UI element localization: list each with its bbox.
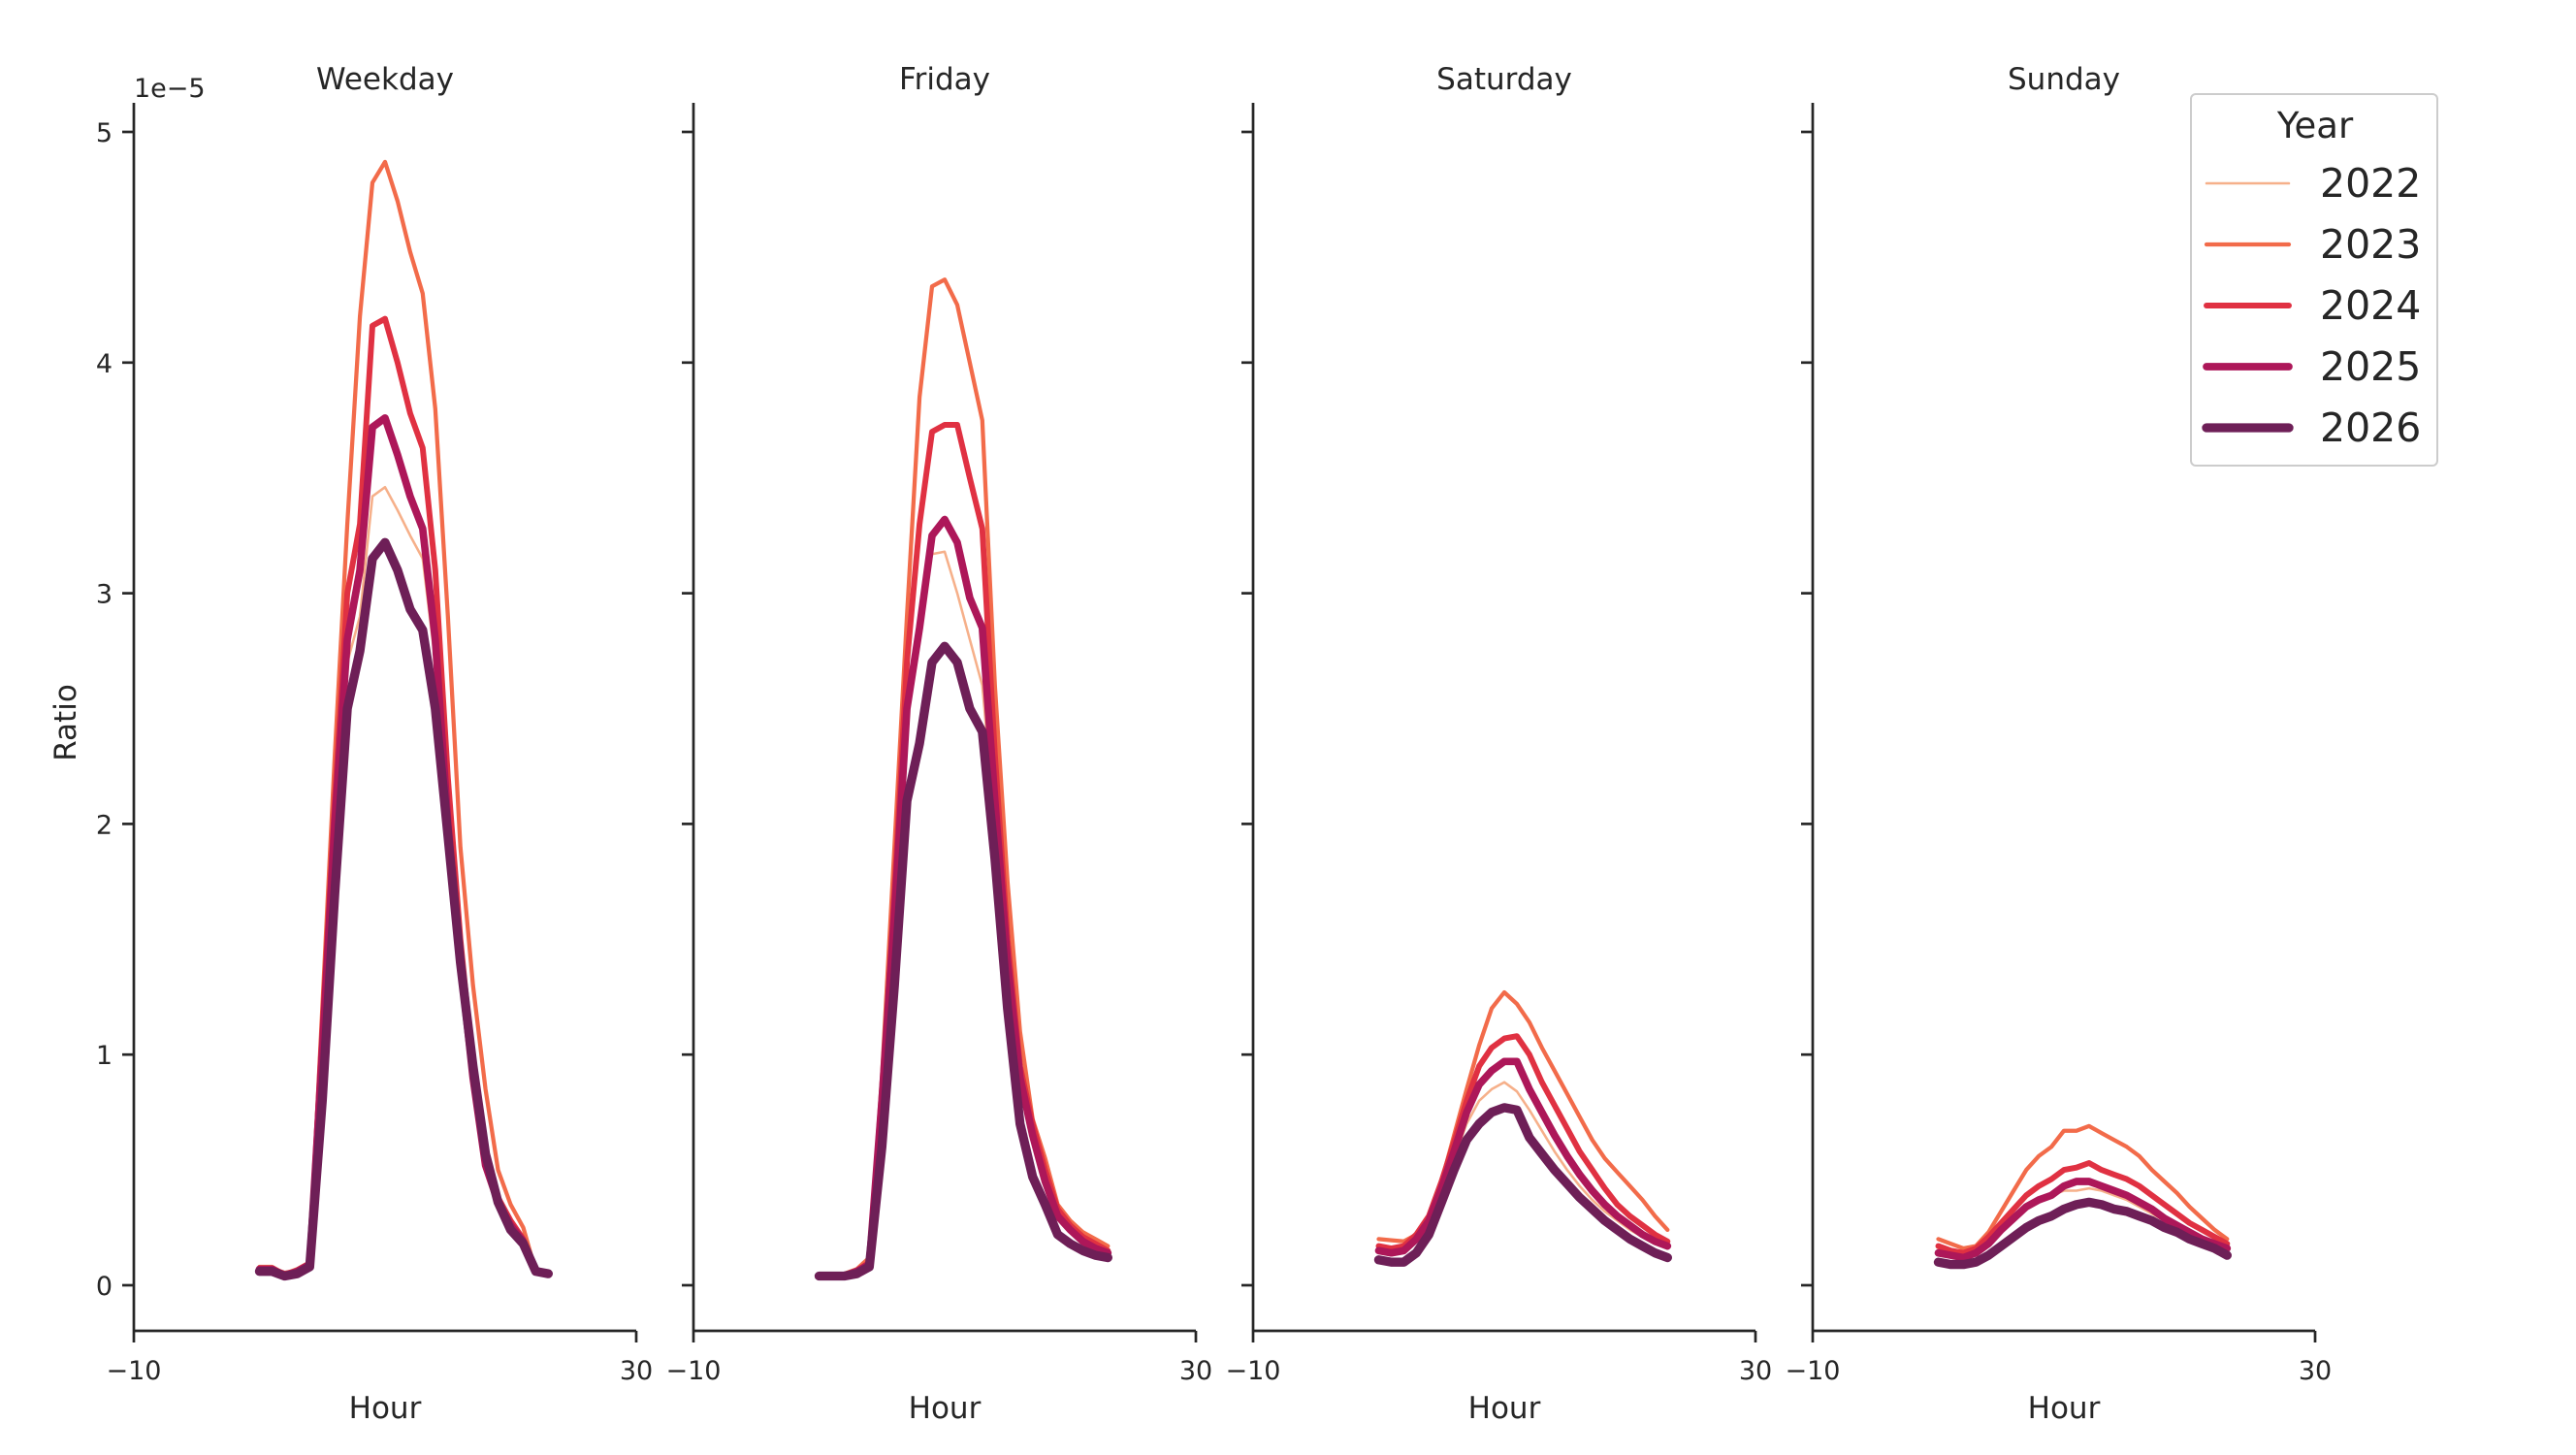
x-tick-label: 30 bbox=[2299, 1356, 2332, 1386]
panel-friday: Friday −10 30 Hour bbox=[666, 62, 1213, 1426]
legend-item-2022: 2022 bbox=[2205, 160, 2421, 207]
panel-title: Sunday bbox=[2008, 62, 2120, 97]
y-axis-label: Ratio bbox=[48, 684, 83, 761]
y-tick-label: 5 bbox=[96, 118, 113, 148]
x-tick-label: −10 bbox=[107, 1356, 162, 1386]
panel-weekday: Weekday 0 1 2 3 4 5 −10 30 Hour bbox=[96, 62, 653, 1426]
x-axis-label: Hour bbox=[349, 1391, 422, 1426]
y-tick-label: 0 bbox=[96, 1272, 113, 1302]
x-tick-label: 30 bbox=[1739, 1356, 1772, 1386]
legend-label: 2025 bbox=[2320, 343, 2421, 390]
series-line-2025 bbox=[1374, 1057, 1672, 1257]
series-line-2023 bbox=[1936, 1123, 2230, 1251]
x-axis-label: Hour bbox=[1468, 1391, 1541, 1426]
series-line-2025 bbox=[1934, 1178, 2232, 1262]
legend-item-2026: 2026 bbox=[2202, 404, 2421, 451]
legend-label: 2026 bbox=[2320, 404, 2421, 451]
panel-saturday: Saturday −10 30 Hour bbox=[1226, 62, 1773, 1426]
x-tick-label: 30 bbox=[620, 1356, 653, 1386]
x-tick-label: −10 bbox=[1226, 1356, 1281, 1386]
series-line-2026 bbox=[254, 537, 553, 1281]
legend: Year 2022 2023 2024 2025 2026 bbox=[2190, 93, 2438, 467]
legend-item-2024: 2024 bbox=[2204, 282, 2421, 329]
panel-title: Weekday bbox=[316, 62, 454, 97]
panel-sunday: Sunday −10 30 Hour bbox=[1786, 62, 2333, 1426]
series-line-2024 bbox=[1935, 1160, 2231, 1256]
x-axis-label: Hour bbox=[2028, 1391, 2101, 1426]
y-tick-label: 2 bbox=[96, 810, 113, 840]
legend-frame bbox=[2190, 93, 2438, 467]
y-offset-text: 1e−5 bbox=[134, 74, 206, 104]
legend-item-2023: 2023 bbox=[2204, 221, 2421, 268]
series-line-2023 bbox=[817, 277, 1111, 1278]
x-axis-label: Hour bbox=[909, 1391, 982, 1426]
series-line-2022 bbox=[818, 550, 1110, 1277]
series-line-2024 bbox=[256, 315, 552, 1277]
series-line-2023 bbox=[257, 159, 551, 1277]
series-line-2025 bbox=[255, 414, 553, 1280]
series-line-2022 bbox=[258, 485, 550, 1276]
panel-title: Friday bbox=[899, 62, 990, 97]
x-tick-label: −10 bbox=[666, 1356, 722, 1386]
y-tick-label: 1 bbox=[96, 1041, 113, 1071]
legend-label: 2024 bbox=[2320, 282, 2421, 329]
legend-title: Year bbox=[2276, 105, 2354, 146]
series-line-2026 bbox=[1933, 1197, 2232, 1270]
y-tick-label: 3 bbox=[96, 580, 113, 610]
x-tick-label: 30 bbox=[1179, 1356, 1212, 1386]
series-line-2024 bbox=[816, 422, 1111, 1279]
series-line-2026 bbox=[1373, 1103, 1672, 1267]
legend-label: 2023 bbox=[2320, 221, 2421, 268]
series-line-2025 bbox=[815, 515, 1112, 1280]
legend-label: 2022 bbox=[2320, 160, 2421, 207]
x-tick-label: −10 bbox=[1786, 1356, 1841, 1386]
series-line-2026 bbox=[814, 641, 1112, 1281]
panel-title: Saturday bbox=[1436, 62, 1572, 97]
y-tick-label: 4 bbox=[96, 349, 113, 379]
legend-item-2025: 2025 bbox=[2203, 343, 2421, 390]
